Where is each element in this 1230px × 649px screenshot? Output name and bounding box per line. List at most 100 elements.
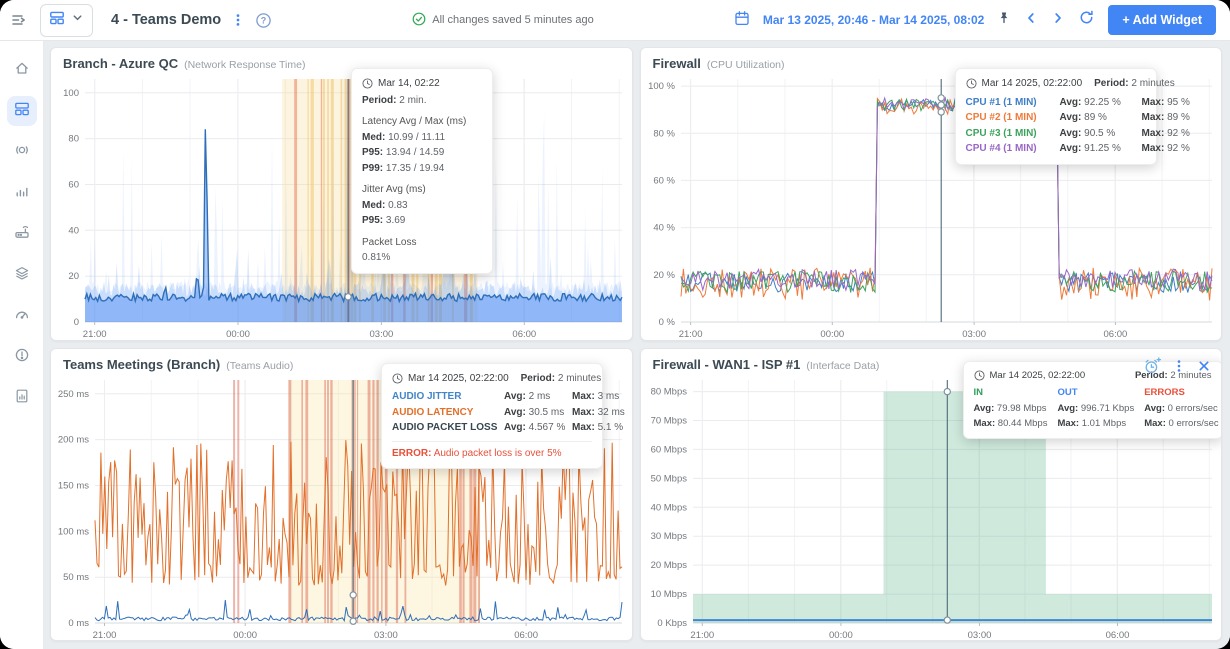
sidebar-item-flows[interactable] (7, 137, 37, 167)
widget-card-network-response: Branch - Azure QC (Network Response Time… (50, 47, 633, 341)
sidebar-item-topology[interactable] (7, 260, 37, 290)
svg-text:40: 40 (68, 225, 79, 236)
chart-canvas[interactable]: 0 20 40 60 80 100 21:00 00:00 03:00 06:00 (51, 71, 632, 340)
help-icon[interactable]: ? (255, 12, 272, 29)
dashboard-canvas: Branch - Azure QC (Network Response Time… (44, 41, 1230, 649)
clock-icon (392, 373, 403, 384)
dashboard-icon (14, 101, 30, 122)
svg-text:0 Kbps: 0 Kbps (657, 618, 687, 629)
date-range[interactable]: Mar 13 2025, 20:46 - Mar 14 2025, 08:02 (762, 13, 985, 27)
refresh-icon[interactable] (1078, 9, 1095, 31)
topbar: 4 - Teams Demo ? All changes saved 5 min… (0, 0, 1230, 41)
svg-text:00:00: 00:00 (829, 630, 853, 641)
sidebar-item-analytics[interactable] (7, 178, 37, 208)
chevron-right-icon[interactable] (1051, 11, 1065, 30)
router-icon (14, 224, 30, 245)
widget-title: Teams Meetings (Branch) (63, 356, 221, 372)
sidebar-toggle-icon[interactable] (10, 11, 28, 29)
svg-text:03:00: 03:00 (962, 329, 986, 340)
svg-text:150 ms: 150 ms (58, 480, 89, 491)
clock-icon (965, 78, 977, 89)
gauge-icon (14, 306, 30, 327)
layers-icon (14, 265, 30, 286)
close-icon[interactable] (1197, 359, 1211, 373)
svg-text:80 Mbps: 80 Mbps (650, 386, 687, 397)
svg-text:60 Mbps: 60 Mbps (650, 444, 687, 455)
check-circle-icon (412, 12, 426, 29)
add-widget-button[interactable]: + Add Widget (1108, 5, 1216, 35)
svg-text:100 ms: 100 ms (58, 526, 89, 537)
svg-text:00:00: 00:00 (233, 630, 257, 641)
svg-text:21:00: 21:00 (690, 630, 714, 641)
kebab-menu-icon[interactable] (231, 13, 245, 27)
pin-icon[interactable] (997, 10, 1011, 30)
svg-text:40 %: 40 % (653, 223, 675, 234)
chart-canvas[interactable]: 0 % 20 % 40 % 60 % 80 % 100 % 21:00 00:00 03:00 0… (641, 71, 1222, 340)
chart-svg: 0 % 20 % 40 % 60 % 80 % 100 % 21:00 00:00 03:00 0… (648, 79, 1212, 340)
svg-text:06:00: 06:00 (1103, 329, 1127, 340)
svg-text:21:00: 21:00 (93, 630, 117, 641)
save-status-text: All changes saved 5 minutes ago (432, 14, 594, 26)
flows-icon (14, 142, 30, 163)
sidebar-item-performance[interactable] (7, 301, 37, 331)
chart-tooltip: Mar 14 2025, 02:22:00 Period: 2 minutes … (381, 362, 625, 469)
dashboard-selector[interactable] (40, 3, 93, 37)
sidebar-item-dashboards[interactable] (6, 96, 37, 126)
chart-tooltip: Mar 14 2025, 02:22:00 Period: 2 minutes … (954, 68, 1190, 165)
chart-canvas[interactable]: 0 ms 50 ms 100 ms 150 ms 200 ms 250 ms 21:00 00… (51, 372, 632, 641)
svg-text:80 %: 80 % (653, 128, 675, 139)
alarm-add-icon[interactable] (1143, 356, 1161, 375)
svg-text:03:00: 03:00 (374, 630, 398, 641)
chart-svg: 0 20 40 60 80 100 21:00 00:00 03:00 06:00 (63, 79, 623, 340)
widget-title: Firewall - WAN1 - ISP #1 (652, 356, 801, 372)
svg-text:03:00: 03:00 (967, 630, 991, 641)
page-title: 4 - Teams Demo (111, 12, 222, 28)
svg-text:0 ms: 0 ms (68, 618, 89, 629)
svg-text:06:00: 06:00 (514, 630, 538, 641)
report-icon (14, 388, 30, 409)
calendar-icon[interactable] (734, 10, 750, 31)
svg-text:06:00: 06:00 (512, 329, 536, 340)
svg-text:00:00: 00:00 (226, 329, 250, 340)
chart-tooltip: Mar 14, 02:22 Period: 2 min. Latency Avg… (351, 68, 493, 274)
svg-text:06:00: 06:00 (1105, 630, 1129, 641)
widget-card-teams-audio: Teams Meetings (Branch) (Teams Audio) 0 … (50, 347, 633, 641)
sidebar-item-alerts[interactable] (7, 342, 37, 372)
svg-text:50 Mbps: 50 Mbps (650, 473, 687, 484)
svg-text:03:00: 03:00 (370, 329, 394, 340)
svg-text:50 ms: 50 ms (63, 572, 89, 583)
svg-text:30 Mbps: 30 Mbps (650, 531, 687, 542)
widget-subtitle: (Teams Audio) (226, 359, 294, 372)
svg-text:80: 80 (68, 134, 79, 145)
svg-text:70 Mbps: 70 Mbps (650, 415, 687, 426)
chevron-left-icon[interactable] (1024, 11, 1038, 30)
chart-tooltip: Mar 14 2025, 02:22:00 Period: 2 minutes … (962, 360, 1222, 440)
sidebar-item-reports[interactable] (7, 383, 37, 413)
alert-icon (14, 347, 30, 368)
chart-svg: 0 Kbps 10 Mbps 20 Mbps 30 Mbps 40 Mbps 50 Mbp… (650, 379, 1212, 641)
home-icon (14, 60, 30, 81)
sidebar-item-home[interactable] (7, 55, 37, 85)
svg-text:100 %: 100 % (648, 81, 675, 92)
topbar-right: Mar 13 2025, 20:46 - Mar 14 2025, 08:02 … (734, 5, 1216, 35)
widget-card-interface: Firewall - WAN1 - ISP #1 (Interface Data… (639, 347, 1222, 641)
clock-icon (973, 370, 985, 381)
chevron-down-icon (71, 11, 84, 29)
svg-text:00:00: 00:00 (820, 329, 844, 340)
save-status: All changes saved 5 minutes ago (282, 12, 724, 29)
kebab-menu-icon[interactable] (1172, 359, 1186, 373)
chart-svg: 0 ms 50 ms 100 ms 150 ms 200 ms 250 ms 21:00 00… (58, 379, 623, 641)
sidebar-item-devices[interactable] (7, 219, 37, 249)
widget-title: Branch - Azure QC (63, 56, 179, 71)
svg-text:21:00: 21:00 (83, 329, 107, 340)
svg-text:21:00: 21:00 (678, 329, 702, 340)
svg-text:200 ms: 200 ms (58, 434, 89, 445)
sidebar (0, 41, 44, 649)
widget-subtitle: (CPU Utilization) (706, 59, 785, 71)
svg-text:250 ms: 250 ms (58, 388, 89, 399)
widget-subtitle: (Interface Data) (806, 359, 880, 372)
svg-text:100: 100 (63, 88, 79, 99)
svg-text:60: 60 (68, 180, 79, 191)
chart-canvas[interactable]: 0 Kbps 10 Mbps 20 Mbps 30 Mbps 40 Mbps 50 Mbp… (641, 372, 1222, 641)
